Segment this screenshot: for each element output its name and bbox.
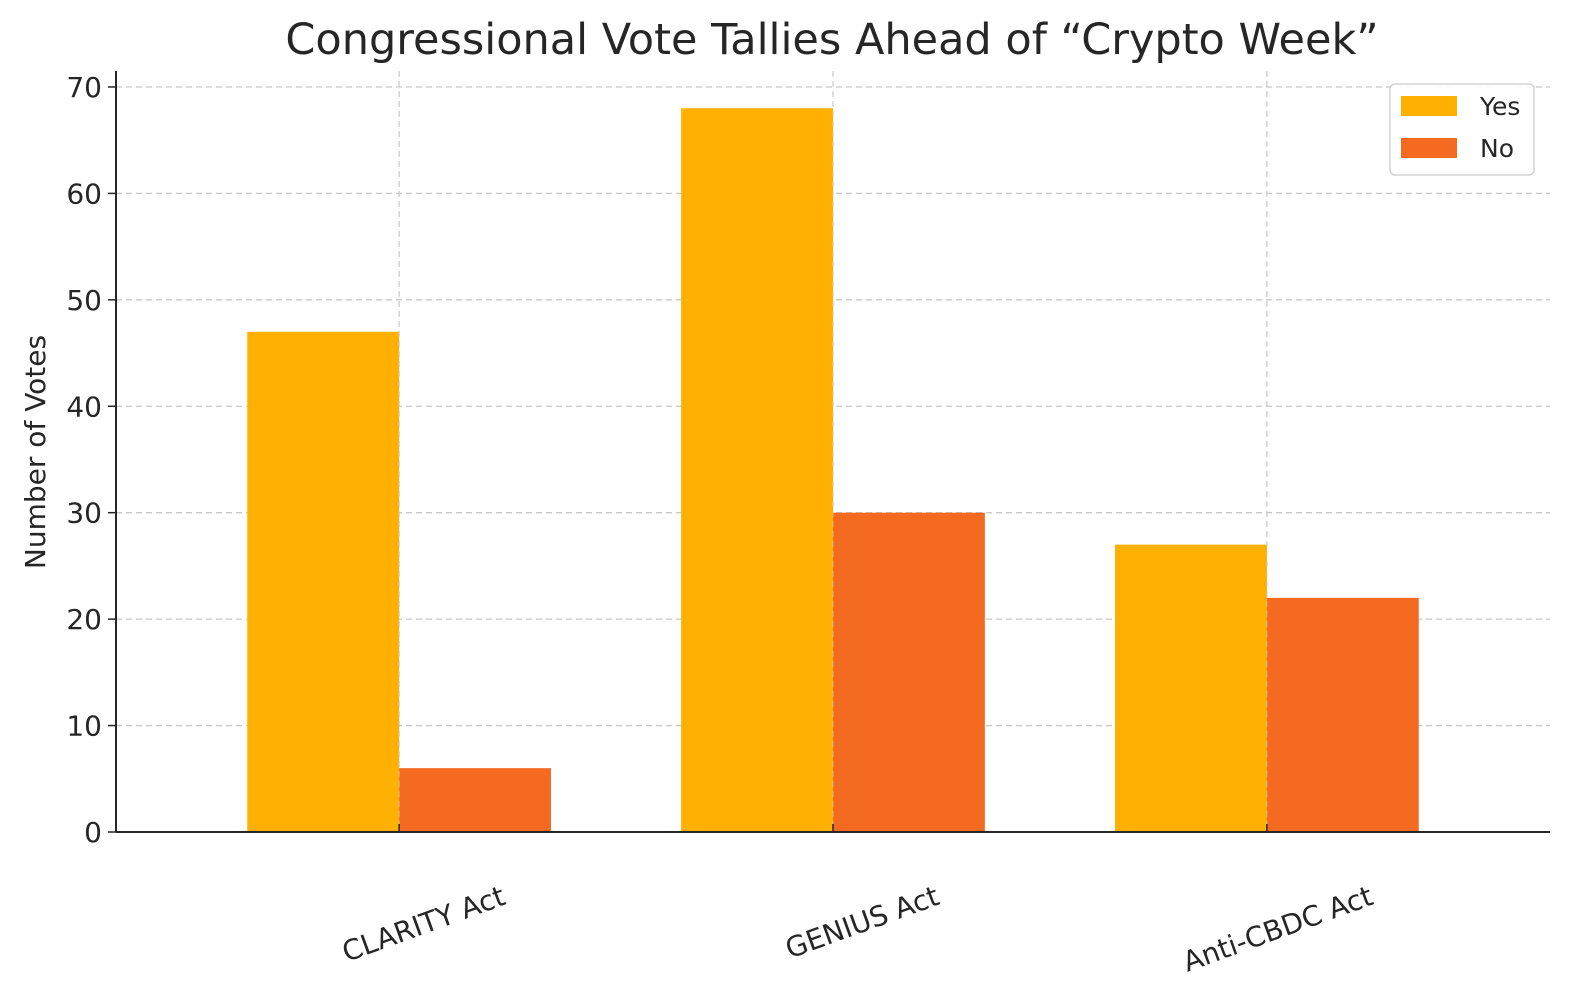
y-tick-label: 50	[66, 284, 102, 317]
y-tick-label: 30	[66, 497, 102, 530]
bar-yes-2	[1115, 544, 1267, 832]
bar-no-1	[833, 512, 985, 832]
y-axis-label: Number of Votes	[19, 335, 52, 569]
y-tick-label: 40	[66, 390, 102, 423]
y-tick-label: 60	[66, 177, 102, 210]
bar-yes-0	[247, 331, 400, 832]
axes	[108, 71, 1550, 833]
legend-label-yes: Yes	[1479, 92, 1520, 121]
x-tick-label: Anti-CBDC Act	[1178, 879, 1377, 978]
y-tick-label: 10	[66, 710, 102, 743]
x-tick-label: GENIUS Act	[781, 879, 943, 965]
legend: Yes No	[1389, 83, 1535, 176]
bar-yes-1	[681, 108, 833, 832]
legend-swatch-yes	[1401, 96, 1457, 116]
y-tick-label: 20	[66, 603, 102, 636]
y-tick-label: 0	[84, 816, 102, 849]
bars	[247, 71, 1419, 832]
legend-label-no: No	[1480, 134, 1514, 163]
y-tick-label: 70	[66, 71, 102, 104]
chart-title: Congressional Vote Tallies Ahead of “Cry…	[285, 15, 1378, 65]
bar-no-0	[399, 768, 551, 832]
bar-no-2	[1266, 597, 1419, 832]
x-tick-label: CLARITY Act	[338, 879, 510, 968]
legend-swatch-no	[1401, 138, 1457, 158]
